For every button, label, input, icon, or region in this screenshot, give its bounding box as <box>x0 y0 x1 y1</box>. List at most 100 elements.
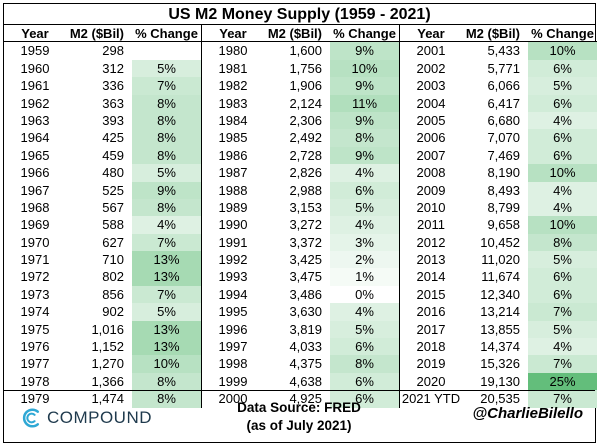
year-cell: 1988 <box>218 182 248 198</box>
pct-cell: 6% <box>330 390 399 408</box>
pct-cell: 0% <box>330 285 399 304</box>
pct-cell: 6% <box>330 181 399 199</box>
m2-cell: 3,272 <box>289 217 322 233</box>
m2-cell: 802 <box>102 269 124 285</box>
pct-cell: 25% <box>528 372 597 391</box>
year-cell: 1987 <box>218 165 248 181</box>
year-cell: 2010 <box>416 199 446 215</box>
m2-cell: 2,728 <box>289 147 322 163</box>
year-cell: 1999 <box>218 373 248 389</box>
year-cell: 1976 <box>20 339 50 355</box>
year-cell: 1986 <box>218 147 248 163</box>
m2-cell: 2,826 <box>289 165 322 181</box>
year-cell: 1994 <box>218 286 248 302</box>
m2-cell: 20,535 <box>480 391 520 407</box>
pct-cell: 9% <box>330 146 399 165</box>
year-cell: 1991 <box>218 234 248 250</box>
m2-cell: 2,124 <box>289 95 322 111</box>
pct-cell: 10% <box>528 42 597 60</box>
year-column: Year 1959 1960 1961 1962 1963 1964 1965 1966 1967… <box>4 25 66 408</box>
column-header-m2: M2 ($Bil) <box>264 25 330 43</box>
m2-cell: 393 <box>102 112 124 128</box>
m2-cell: 15,326 <box>480 356 520 372</box>
m2-cell: 2,988 <box>289 182 322 198</box>
year-cell: 1985 <box>218 130 248 146</box>
column-header-pct: % Change <box>132 25 201 43</box>
column-header-pct: % Change <box>330 25 399 43</box>
year-cell: 2005 <box>416 112 446 128</box>
pct-cell: 6% <box>330 338 399 356</box>
m2-cell: 4,033 <box>289 339 322 355</box>
m2-cell: 363 <box>102 95 124 111</box>
m2-cell: 8,190 <box>487 165 520 181</box>
m2-cell: 3,475 <box>289 269 322 285</box>
year-cell: 1974 <box>20 304 50 320</box>
pct-column: % Change 9% 10% 9% 11% 9% 8% 9% 4% 6% 5% 4% 3% 2% 1% 0%… <box>330 25 399 408</box>
pct-cell: 4% <box>528 111 597 130</box>
m2-cell: 3,153 <box>289 199 322 215</box>
pct-cell: 4% <box>330 164 399 182</box>
m2-cell: 1,366 <box>91 373 124 389</box>
year-cell: 1969 <box>20 217 50 233</box>
year-cell: 1977 <box>20 356 50 372</box>
pct-cell: 10% <box>528 216 597 234</box>
m2-column: M2 ($Bil) 5,433 5,771 6,066 6,417 6,680 7,070 7… <box>462 25 528 408</box>
pct-cell: 10% <box>132 355 201 373</box>
m2-cell: 298 <box>102 43 124 59</box>
pct-cell: 8% <box>132 111 201 130</box>
m2-cell: 1,270 <box>91 356 124 372</box>
year-cell: 1990 <box>218 217 248 233</box>
year-cell: 1962 <box>20 95 50 111</box>
table-group-3: Year 2001 2002 2003 2004 2005 2006 2007 2008 2009… <box>399 25 597 408</box>
pct-cell: 3% <box>330 233 399 252</box>
year-cell: 2018 <box>416 339 446 355</box>
pct-cell: 5% <box>528 320 597 339</box>
pct-cell: 6% <box>528 268 597 286</box>
year-cell: 1961 <box>20 78 50 94</box>
year-cell: 2001 <box>416 43 446 59</box>
pct-cell: 7% <box>132 233 201 252</box>
year-cell: 1982 <box>218 78 248 94</box>
pct-cell: 13% <box>132 320 201 339</box>
m2-cell: 1,600 <box>289 43 322 59</box>
pct-cell: 13% <box>132 268 201 286</box>
pct-cell: 8% <box>132 372 201 391</box>
pct-cell: 5% <box>132 303 201 321</box>
pct-column: % Change 5% 7% 8% 8% 8% 8% 5% 9% 8% 4% 7% 13% 13% 7% 5%… <box>132 25 201 408</box>
pct-cell: 4% <box>330 216 399 234</box>
pct-cell: 7% <box>132 77 201 95</box>
m2-cell: 3,425 <box>289 252 322 268</box>
m2-cell: 1,756 <box>289 60 322 76</box>
m2-cell: 1,016 <box>91 321 124 337</box>
m2-cell: 13,214 <box>480 304 520 320</box>
m2-cell: 525 <box>102 182 124 198</box>
year-cell: 1972 <box>20 269 50 285</box>
m2-cell: 8,799 <box>487 199 520 215</box>
author-handle: @CharlieBilello <box>472 405 584 422</box>
pct-cell: 11% <box>330 94 399 112</box>
year-cell: 1995 <box>218 304 248 320</box>
m2-cell: 902 <box>102 304 124 320</box>
year-cell: 1967 <box>20 182 50 198</box>
year-cell: 1978 <box>20 373 50 389</box>
year-cell: 1965 <box>20 147 50 163</box>
pct-cell: 9% <box>330 77 399 95</box>
m2-cell: 10,452 <box>480 234 520 250</box>
m2-cell: 336 <box>102 78 124 94</box>
year-cell: 1968 <box>20 199 50 215</box>
m2-cell: 459 <box>102 147 124 163</box>
year-cell: 2017 <box>416 321 446 337</box>
year-cell: 1996 <box>218 321 248 337</box>
year-cell: 1981 <box>218 60 248 76</box>
pct-cell: 7% <box>132 285 201 304</box>
pct-cell: 5% <box>528 77 597 95</box>
m2-cell: 5,433 <box>487 43 520 59</box>
year-cell: 2019 <box>416 356 446 372</box>
m2-cell: 710 <box>102 252 124 268</box>
year-cell: 2020 <box>416 373 446 389</box>
year-cell: 1970 <box>20 234 50 250</box>
year-cell: 1980 <box>218 43 248 59</box>
year-cell: 1973 <box>20 286 50 302</box>
year-cell: 2004 <box>416 95 446 111</box>
pct-cell: 10% <box>330 59 399 78</box>
